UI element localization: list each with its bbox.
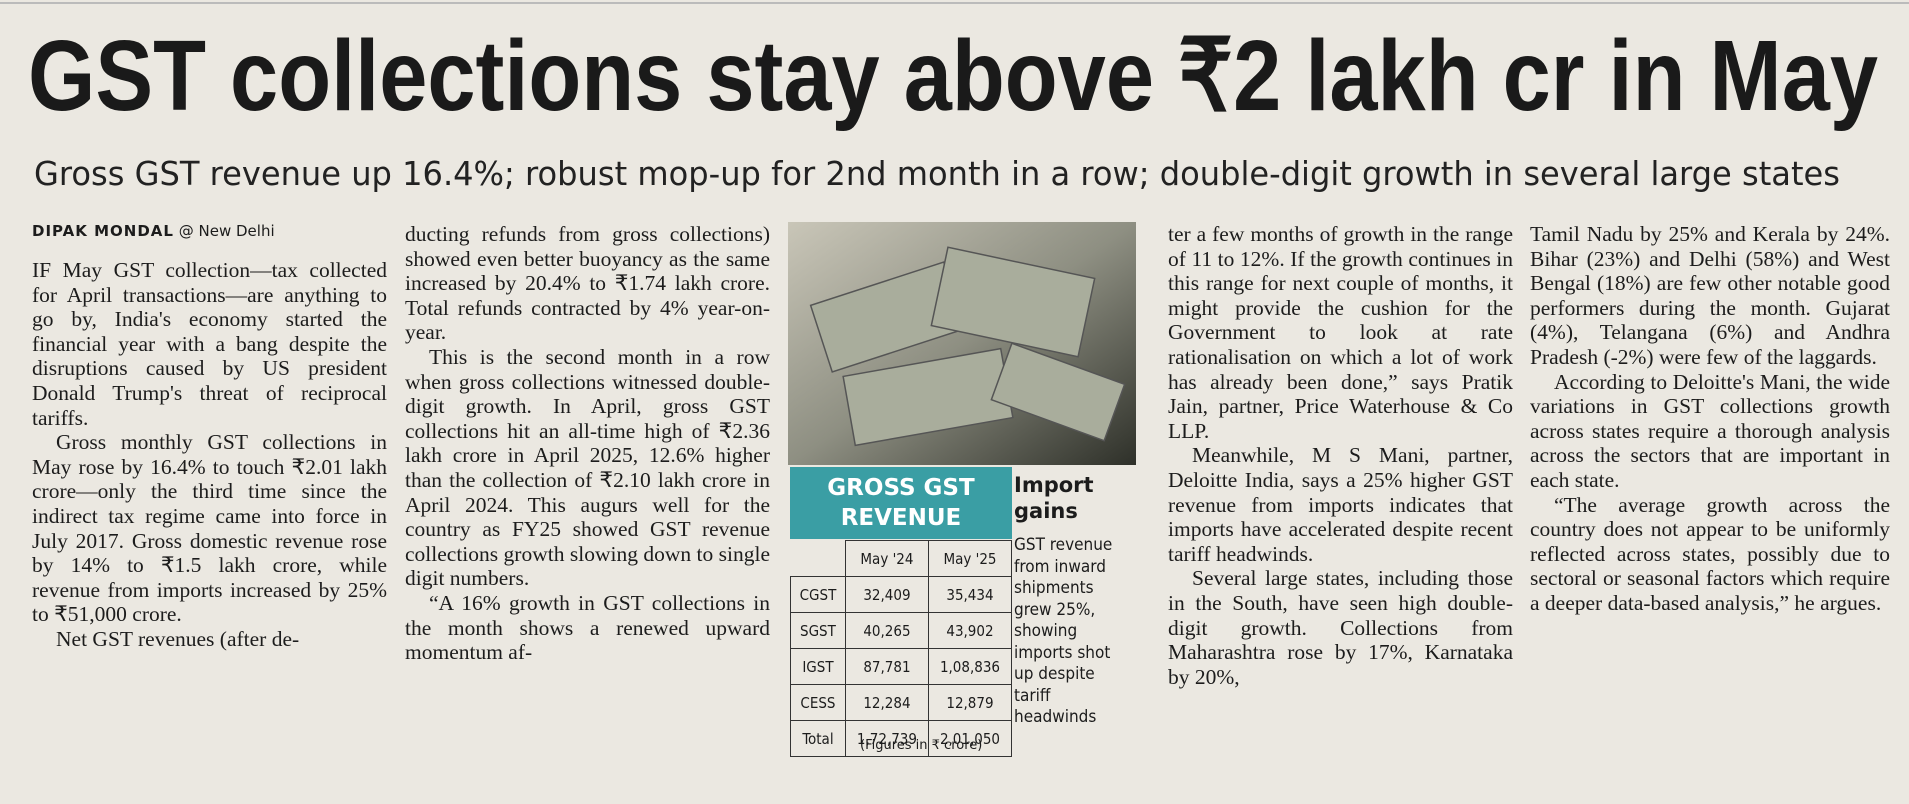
column-header: May '24 xyxy=(844,540,929,577)
revenue-table: May '24 May '25 CGST 32,409 35,434 SGST 40,265… xyxy=(790,540,1013,757)
table-row: CESS 12,284 12,879 xyxy=(790,684,1013,721)
paragraph: IF May GST collection—tax collected for … xyxy=(32,258,387,430)
paragraph: “A 16% growth in GST collections in the … xyxy=(405,590,770,665)
sidebar-text: GST revenue from inward shipments grew 2… xyxy=(1014,535,1113,727)
cell: 1,72,739 xyxy=(844,720,929,757)
author: DIPAK MONDAL xyxy=(32,222,174,240)
cell: 43,902 xyxy=(927,612,1013,649)
table-note: (Figures in ₹ crore) xyxy=(860,738,983,753)
table-header-row: May '24 May '25 xyxy=(791,540,1013,577)
row-header: CESS xyxy=(790,684,846,721)
table-row: IGST 87,781 1,08,836 xyxy=(790,648,1013,685)
table-row: Total 1,72,739 2,01,050 xyxy=(790,720,1013,757)
cell: 1,08,836 xyxy=(927,648,1013,685)
paragraph: ducting refunds from gross collections) … xyxy=(405,222,770,345)
cell: 32,409 xyxy=(844,576,929,613)
text-column: IF May GST collection—tax collected for … xyxy=(32,258,387,798)
paragraph: Several large states, including those in… xyxy=(1168,566,1513,689)
cell: 35,434 xyxy=(927,576,1013,613)
table-title: GROSS GST REVENUE xyxy=(790,467,1012,539)
paragraph: This is the second month in a row when g… xyxy=(405,344,770,591)
empty-cell xyxy=(791,541,846,577)
text-column: Tamil Nadu by 25% and Kerala by 24%. Bih… xyxy=(1530,222,1890,798)
paragraph: “The average growth across the country d… xyxy=(1530,492,1890,615)
paragraph: Gross monthly GST collections in May ros… xyxy=(32,430,387,627)
location: @ New Delhi xyxy=(178,222,275,240)
cell: 12,879 xyxy=(927,684,1013,721)
paragraph: Net GST revenues (after de- xyxy=(56,626,300,651)
subheadline: Gross GST revenue up 16.4%; robust mop-u… xyxy=(34,154,1840,193)
sidebar-title: Import gains xyxy=(1014,473,1094,523)
headline: GST collections stay above ₹2 lakh cr in… xyxy=(28,20,1878,132)
row-header: IGST xyxy=(790,648,846,685)
byline: DIPAK MONDAL @ New Delhi xyxy=(32,222,275,240)
text-column: ducting refunds from gross collections) … xyxy=(405,222,770,798)
header: GST collections stay above ₹2 lakh cr in… xyxy=(0,2,1909,193)
row-header: Total xyxy=(790,720,846,757)
paragraph: Meanwhile, M S Mani, partner, Deloitte I… xyxy=(1168,443,1513,566)
text-column: ter a few months of growth in the range … xyxy=(1168,222,1513,798)
table-row: SGST 40,265 43,902 xyxy=(790,612,1013,649)
cell: 40,265 xyxy=(844,612,929,649)
row-header: CGST xyxy=(790,576,846,613)
paragraph: ter a few months of growth in the range … xyxy=(1168,222,1513,443)
paragraph: According to Deloitte's Mani, the wide v… xyxy=(1530,369,1890,492)
photo xyxy=(788,222,1136,465)
paragraph: Tamil Nadu by 25% and Kerala by 24%. Bih… xyxy=(1530,222,1890,369)
column-header: May '25 xyxy=(927,540,1013,577)
cell: 12,284 xyxy=(844,684,929,721)
cell: 87,781 xyxy=(844,648,929,685)
table-row: CGST 32,409 35,434 xyxy=(790,576,1013,613)
cell: 2,01,050 xyxy=(927,720,1013,757)
row-header: SGST xyxy=(790,612,846,649)
